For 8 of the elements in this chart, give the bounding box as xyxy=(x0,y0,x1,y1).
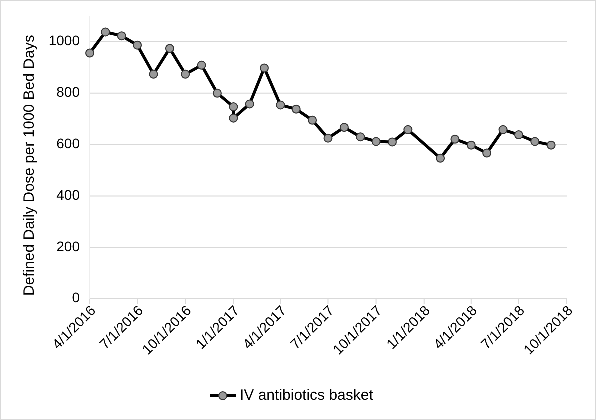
y-tick-label: 1000 xyxy=(48,32,80,49)
y-tick-label: 400 xyxy=(56,186,80,203)
y-tick-label: 200 xyxy=(56,238,80,254)
y-tick-label: 800 xyxy=(56,84,80,100)
y-axis-title: Defined Daily Dose per 1000 Bed Days xyxy=(21,35,38,296)
y-tick-label: 0 xyxy=(72,290,80,306)
legend-label: IV antibiotics basket xyxy=(240,386,374,404)
y-tick-label: 600 xyxy=(56,136,80,152)
